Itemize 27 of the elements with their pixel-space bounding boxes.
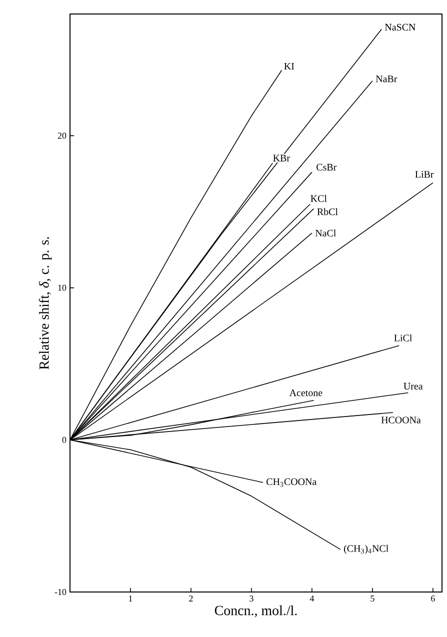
series-label: CH$_{3}$COONa: [266, 478, 316, 487]
series-label: KBr: [273, 154, 290, 162]
x-tick-label: 5: [370, 596, 374, 602]
series-label: RbCl: [317, 208, 338, 216]
x-axis-title: Concn., mol./l.: [214, 605, 297, 618]
series-label: NaCl: [315, 230, 336, 237]
y-axis-title: Relative shift, δ, c. p. s.: [38, 237, 52, 370]
series-label: KI: [284, 63, 294, 70]
series-label: HCOONa: [381, 416, 421, 424]
series-label: (CH$_{3}$)$_{4}$NCl: [344, 544, 388, 554]
series-label: KCl: [310, 194, 327, 202]
x-tick-label: 1: [129, 596, 132, 602]
x-tick-label: 6: [431, 596, 435, 602]
x-tick-label: 2: [189, 596, 193, 602]
series-label: Urea: [404, 382, 423, 390]
series-label: LiBr: [415, 171, 434, 178]
y-tick-label: -10: [54, 588, 66, 596]
y-tick-label: 0: [62, 436, 66, 443]
x-tick-label: 3: [250, 596, 254, 602]
series-label: Acetone: [289, 389, 322, 396]
y-tick-label: 10: [58, 284, 66, 291]
series-label: NaBr: [376, 76, 398, 82]
series-label: LiCl: [394, 334, 412, 342]
series-label: CsBr: [316, 164, 337, 171]
x-tick-label: 4: [310, 596, 314, 602]
series-label: NaSCN: [384, 24, 416, 31]
y-tick-label: 20: [58, 132, 66, 139]
